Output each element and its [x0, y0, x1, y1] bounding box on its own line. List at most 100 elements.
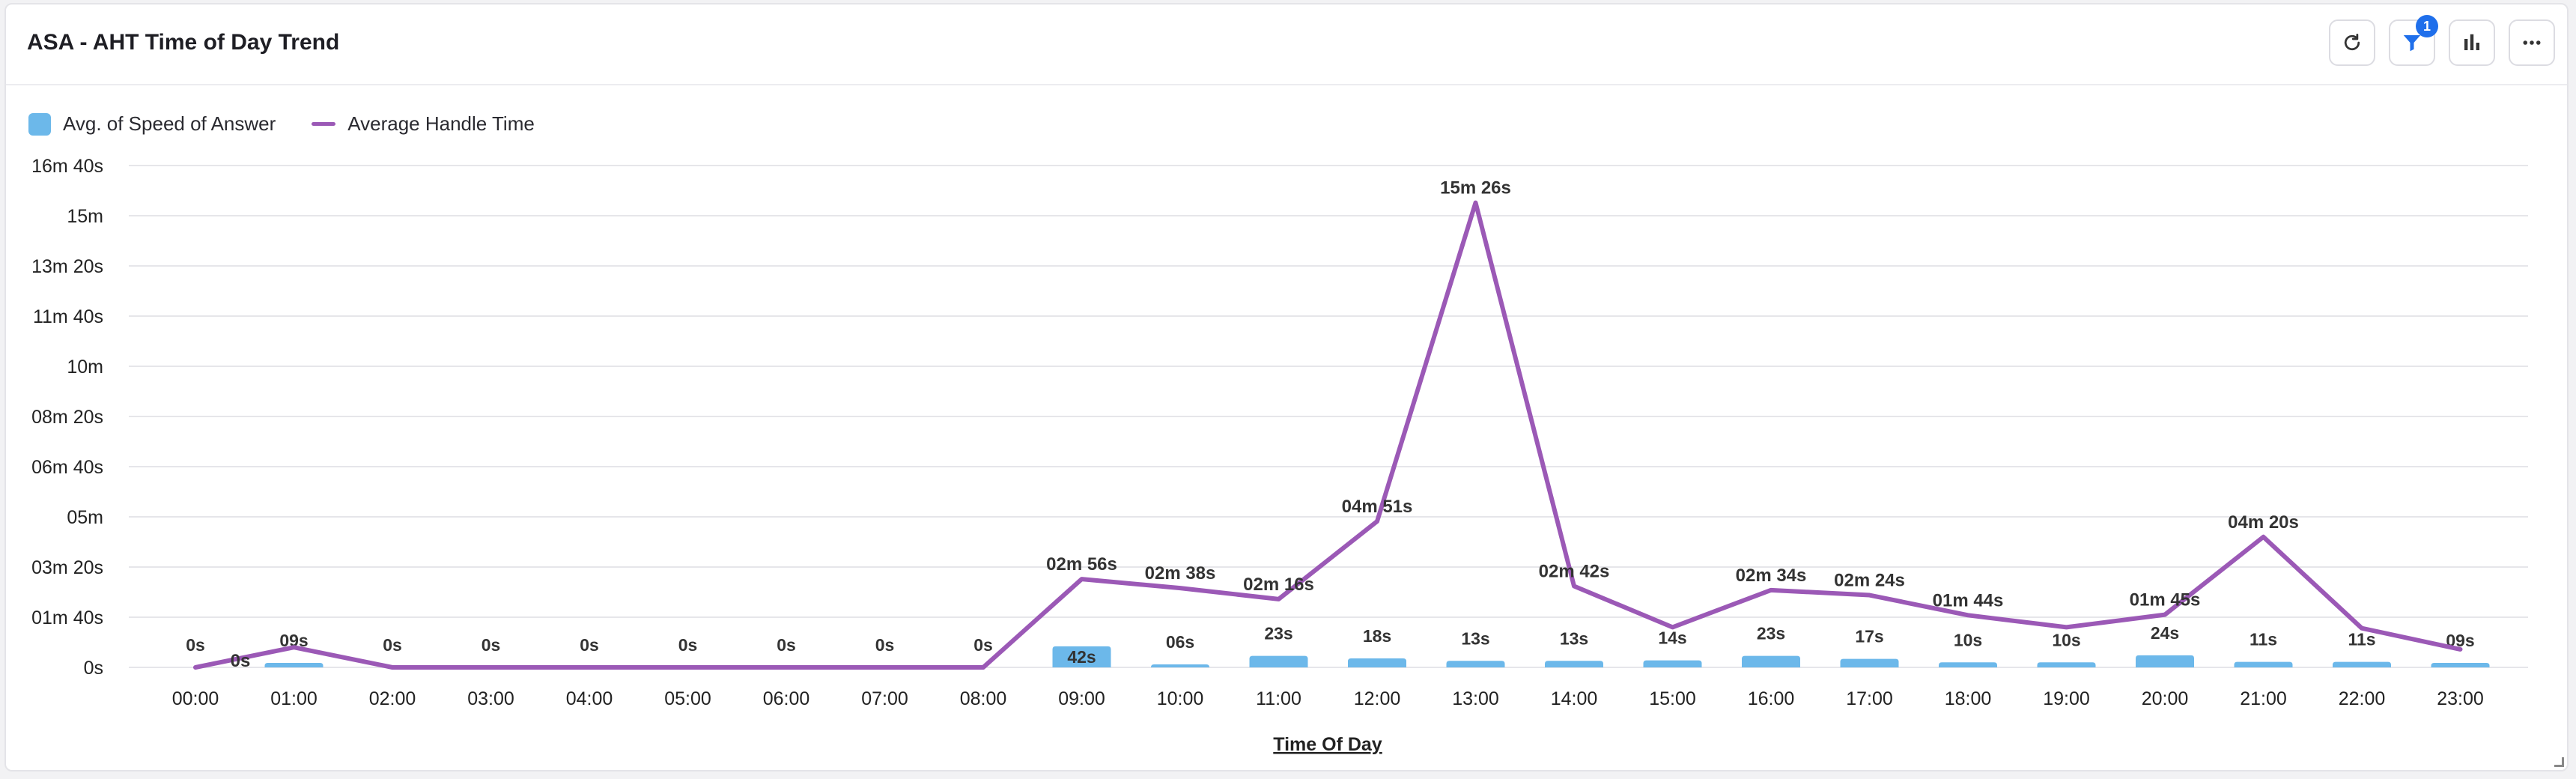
x-tick-label: 07:00 — [861, 688, 908, 709]
asa-bar-label: 23s — [1264, 624, 1292, 643]
asa-bar-label: 0s — [580, 635, 599, 655]
asa-bar — [2431, 662, 2490, 667]
aht-line-label: 15m 26s — [1440, 178, 1511, 198]
y-tick-label: 01m 40s — [31, 607, 103, 628]
x-tick-label: 15:00 — [1649, 688, 1696, 709]
asa-bar-label: 42s — [1067, 647, 1096, 667]
x-tick-label: 10:00 — [1157, 688, 1204, 709]
asa-bar-label: 0s — [383, 635, 402, 655]
x-tick-label: 16:00 — [1748, 688, 1795, 709]
x-tick-label: 18:00 — [1945, 688, 1992, 709]
asa-bar-label: 06s — [1166, 632, 1194, 652]
asa-bar — [1545, 661, 1603, 667]
asa-bar-label: 11s — [2348, 630, 2375, 649]
legend-swatch-aht — [312, 122, 336, 126]
y-tick-label: 08m 20s — [31, 407, 103, 428]
y-tick-label: 03m 20s — [31, 557, 103, 578]
asa-bar-label: 0s — [875, 635, 895, 655]
more-button[interactable] — [2509, 19, 2555, 66]
x-tick-label: 23:00 — [2437, 688, 2484, 709]
asa-bar-label: 24s — [2151, 623, 2179, 643]
x-tick-label: 21:00 — [2240, 688, 2287, 709]
asa-bar — [1446, 661, 1505, 667]
asa-bar-label: 10s — [1954, 630, 1982, 649]
asa-bar-label: 14s — [1658, 628, 1686, 648]
y-tick-label: 06m 40s — [31, 457, 103, 478]
asa-bar — [1348, 658, 1406, 667]
toolbar: 1 — [2329, 15, 2555, 66]
x-tick-label: 19:00 — [2043, 688, 2090, 709]
chart-legend: Avg. of Speed of Answer Average Handle T… — [28, 112, 535, 136]
x-tick-label: 09:00 — [1058, 688, 1105, 709]
chart-card: ASA - AHT Time of Day Trend 1 Avg. of Sp… — [4, 3, 2569, 772]
filter-count-badge: 1 — [2416, 15, 2438, 37]
asa-bar-label: 0s — [678, 635, 698, 655]
asa-bar — [1151, 664, 1209, 667]
aht-line — [193, 200, 2463, 670]
filter-button[interactable]: 1 — [2389, 15, 2438, 66]
aht-line-label: 02m 34s — [1736, 566, 1807, 586]
asa-bar — [1742, 655, 1800, 667]
x-tick-label: 01:00 — [270, 688, 318, 709]
filter-icon — [2403, 35, 2421, 52]
y-tick-label: 15m — [67, 206, 103, 227]
resize-handle[interactable] — [2554, 757, 2564, 767]
asa-bar — [1249, 655, 1308, 667]
x-tick-label: 22:00 — [2339, 688, 2386, 709]
legend-label-aht[interactable]: Average Handle Time — [347, 112, 535, 135]
asa-bar — [1939, 662, 1997, 667]
asa-bar-label: 18s — [1363, 626, 1391, 646]
aht-line-label: 02m 24s — [1834, 571, 1905, 591]
chart-type-button[interactable] — [2449, 19, 2495, 66]
x-axis-title: Time Of Day — [1273, 734, 1382, 755]
asa-bar-label: 0s — [186, 635, 205, 655]
aht-line-label: 0s — [231, 651, 251, 671]
y-tick-label: 05m — [67, 507, 103, 528]
y-tick-label: 10m — [67, 357, 103, 378]
card-header: ASA - AHT Time of Day Trend 1 — [6, 4, 2567, 85]
aht-line-label: 04m 20s — [2228, 512, 2299, 533]
refresh-button[interactable] — [2329, 19, 2375, 66]
aht-line-labels: 0s 02m 56s 02m 38s 02m 16s 04m 51s 15m 26s 02m… — [231, 178, 2299, 671]
bar-chart-icon — [2464, 34, 2479, 50]
aht-line-path — [193, 200, 2463, 670]
asa-bar-label: 0s — [973, 635, 993, 655]
asa-bar-label: 10s — [2052, 630, 2080, 649]
x-tick-label: 03:00 — [467, 688, 514, 709]
legend-label-asa[interactable]: Avg. of Speed of Answer — [63, 112, 276, 135]
asa-bars — [264, 646, 2490, 667]
aht-line-label: 02m 16s — [1243, 575, 1314, 595]
asa-bar — [2333, 661, 2391, 667]
asa-bar — [2037, 662, 2096, 667]
asa-bar-label: 13s — [1560, 628, 1588, 648]
aht-line-label: 02m 42s — [1539, 561, 1610, 581]
asa-bar — [2234, 661, 2293, 667]
x-tick-label: 00:00 — [172, 688, 219, 709]
legend-swatch-asa — [28, 112, 51, 136]
x-tick-label: 02:00 — [369, 688, 416, 709]
asa-bar-label: 0s — [777, 635, 796, 655]
asa-bar-label: 17s — [1855, 627, 1883, 646]
y-tick-label: 13m 20s — [31, 256, 103, 277]
asa-bar-label: 11s — [2250, 630, 2277, 649]
aht-line-label: 02m 56s — [1046, 554, 1117, 575]
refresh-icon — [2344, 34, 2360, 51]
asa-bar-label: 0s — [482, 635, 501, 655]
x-tick-label: 12:00 — [1354, 688, 1401, 709]
x-tick-label: 05:00 — [664, 688, 711, 709]
asa-bar-label: 23s — [1757, 624, 1785, 643]
x-tick-label: 14:00 — [1551, 688, 1598, 709]
x-tick-label: 04:00 — [566, 688, 613, 709]
asa-bar — [2136, 655, 2194, 667]
y-tick-label: 0s — [84, 658, 103, 679]
asa-bar — [264, 662, 323, 667]
x-tick-label: 20:00 — [2142, 688, 2189, 709]
x-tick-label: 06:00 — [763, 688, 810, 709]
aht-line-label: 01m 44s — [1933, 590, 2004, 610]
asa-bar — [1643, 660, 1702, 667]
more-icon — [2523, 40, 2541, 45]
x-axis-ticks: 00:00 01:00 02:00 03:00 04:00 05:00 06:00 07:00… — [172, 688, 2484, 709]
y-tick-label: 16m 40s — [31, 156, 103, 177]
